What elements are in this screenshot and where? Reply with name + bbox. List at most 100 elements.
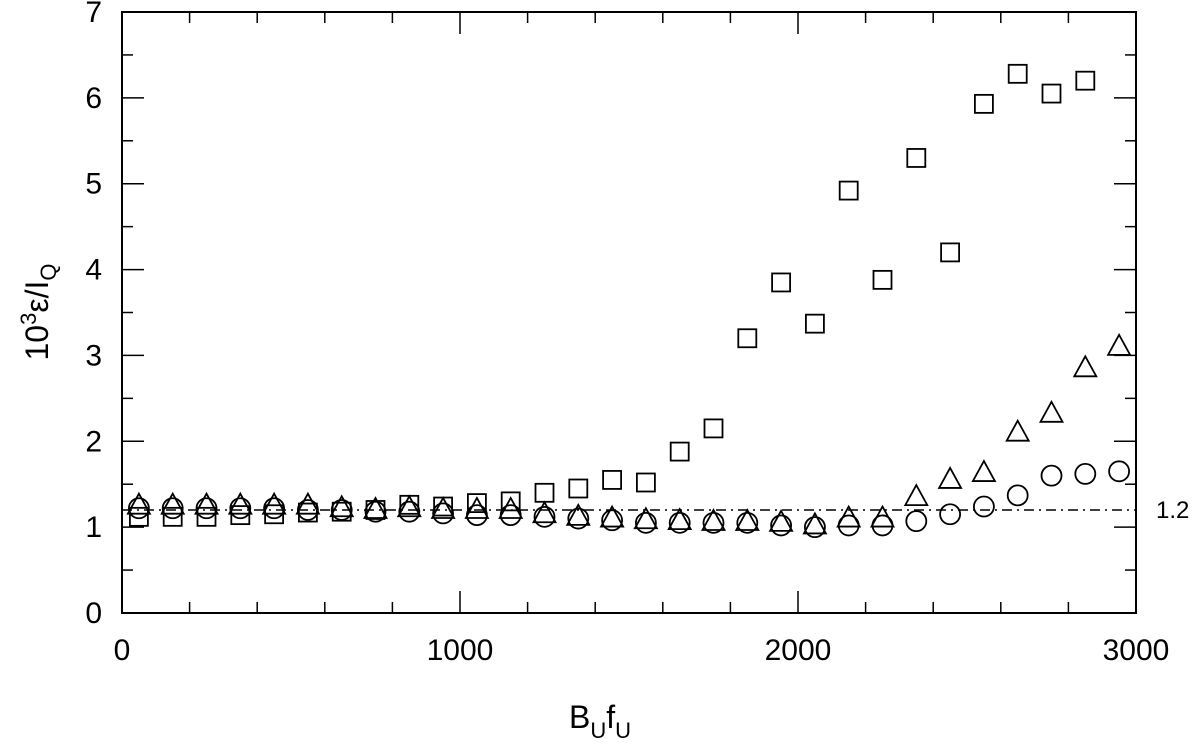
square-point bbox=[669, 441, 690, 462]
triangle-point bbox=[1005, 418, 1031, 442]
square-point bbox=[466, 493, 487, 514]
triangle-point bbox=[1072, 354, 1098, 378]
square-point bbox=[906, 148, 927, 168]
y-axis-title-base: 10 bbox=[19, 325, 55, 361]
triangle-point bbox=[430, 496, 456, 519]
triangle-point bbox=[903, 483, 929, 506]
circle-point bbox=[364, 500, 387, 523]
circle-point bbox=[736, 511, 759, 534]
triangle-point bbox=[1106, 332, 1132, 356]
square-point bbox=[128, 506, 149, 527]
triangle-point bbox=[396, 494, 422, 518]
y-tick-label: 5 bbox=[85, 168, 102, 201]
triangle-point bbox=[464, 496, 490, 519]
square-point bbox=[703, 418, 724, 439]
y-axis-title-mid: ε/I bbox=[19, 281, 55, 313]
y-tick-label: 2 bbox=[85, 425, 102, 458]
circle-point bbox=[905, 510, 928, 533]
square-point bbox=[974, 93, 994, 114]
square-point bbox=[636, 472, 656, 493]
circle-point bbox=[635, 511, 657, 534]
square-point bbox=[534, 482, 555, 503]
y-tick-label: 4 bbox=[85, 254, 102, 287]
triangle-point bbox=[261, 491, 287, 515]
y-axis-title-sup: 3 bbox=[16, 313, 41, 325]
circle-point bbox=[939, 503, 961, 526]
circle-point bbox=[1074, 463, 1097, 485]
triangle-point bbox=[295, 491, 321, 515]
series-circle bbox=[127, 460, 1130, 539]
square-point bbox=[872, 269, 893, 290]
circle-point bbox=[161, 497, 184, 520]
circle-point bbox=[296, 499, 319, 521]
y-axis-title: 103ε/IQ bbox=[16, 263, 61, 360]
square-point bbox=[838, 180, 859, 201]
y-tick-label: 0 bbox=[85, 597, 102, 630]
circle-point bbox=[601, 509, 623, 532]
square-point bbox=[1041, 83, 1062, 104]
square-point bbox=[737, 328, 758, 349]
circle-point bbox=[330, 499, 353, 521]
circle-point bbox=[398, 500, 421, 523]
square-point bbox=[1007, 63, 1028, 84]
y-tick-label: 3 bbox=[85, 339, 102, 372]
circle-point bbox=[1040, 464, 1063, 487]
square-point bbox=[162, 506, 183, 527]
data-marks bbox=[126, 63, 1132, 539]
x-axis-title: BUfU bbox=[569, 699, 631, 743]
y-tick-label: 1 bbox=[85, 511, 102, 544]
circle-point bbox=[1108, 460, 1130, 483]
x-axis-title-sub: U bbox=[590, 718, 606, 743]
square-point bbox=[602, 470, 622, 490]
tick-labels: 0 1000 2000 3000 0 1 2 3 4 5 6 7 bbox=[85, 0, 1169, 667]
square-point bbox=[1075, 70, 1096, 91]
y-tick-label: 6 bbox=[85, 82, 102, 115]
y-axis-title-sub: Q bbox=[36, 263, 61, 280]
square-point bbox=[230, 505, 251, 526]
triangle-point bbox=[160, 491, 186, 515]
circle-point bbox=[804, 516, 826, 539]
triangle-point bbox=[329, 494, 355, 518]
circle-point bbox=[229, 497, 252, 520]
triangle-point bbox=[193, 491, 220, 515]
circle-point bbox=[567, 507, 590, 530]
triangle-point bbox=[700, 508, 727, 531]
triangle-point bbox=[126, 491, 152, 515]
square-point bbox=[805, 313, 825, 334]
triangle-point bbox=[971, 459, 997, 482]
triangle-point bbox=[633, 506, 659, 530]
circle-point bbox=[263, 497, 286, 520]
triangle-point bbox=[734, 508, 760, 531]
series-triangle bbox=[126, 332, 1132, 535]
x-tick-label: 2000 bbox=[765, 634, 832, 667]
triangle-point bbox=[227, 491, 253, 515]
circle-point bbox=[668, 511, 691, 534]
triangle-point bbox=[768, 508, 794, 532]
y-tick-label: 7 bbox=[85, 0, 102, 29]
circle-point bbox=[1006, 484, 1029, 507]
x-axis-title-mid: f bbox=[606, 699, 615, 735]
x-axis-title-base: B bbox=[569, 699, 590, 735]
square-point bbox=[771, 272, 791, 293]
circle-point bbox=[837, 514, 860, 537]
circle-point bbox=[465, 504, 488, 527]
triangle-point bbox=[565, 502, 591, 526]
circle-point bbox=[432, 502, 455, 525]
triangle-point bbox=[362, 496, 389, 519]
circle-point bbox=[127, 497, 150, 520]
square-point bbox=[196, 506, 217, 527]
triangle-point bbox=[599, 504, 625, 528]
circle-point bbox=[195, 497, 218, 520]
circle-point bbox=[770, 514, 792, 537]
x-tick-label: 1000 bbox=[427, 634, 494, 667]
square-point bbox=[500, 491, 521, 512]
circle-point bbox=[973, 495, 995, 518]
x-tick-label: 0 bbox=[114, 634, 131, 667]
circle-point bbox=[533, 505, 556, 528]
circle-point bbox=[871, 514, 894, 537]
circle-point bbox=[702, 511, 725, 534]
square-point bbox=[568, 478, 589, 499]
square-point bbox=[940, 242, 960, 263]
x-axis-title-sub2: U bbox=[615, 718, 631, 743]
